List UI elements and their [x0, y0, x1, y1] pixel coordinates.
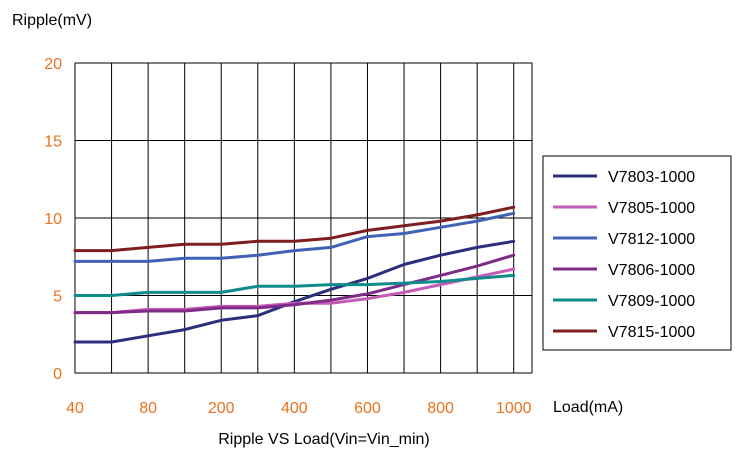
series-line-V7815-1000 [73, 205, 516, 253]
x-axis-label: Load(mA) [553, 399, 623, 416]
series-line-V7806-1000 [73, 253, 516, 315]
legend-box [542, 155, 732, 351]
x-tick-label: 600 [354, 400, 381, 417]
x-tick-label: 1000 [496, 400, 532, 417]
legend-label: V7803-1000 [608, 169, 695, 186]
chart-caption: Ripple VS Load(Vin=Vin_min) [218, 431, 430, 448]
legend-label: V7812-1000 [608, 231, 695, 248]
series-layer [73, 205, 516, 344]
x-tick-labels: 40 80 200 400 600 800 1000 [66, 400, 532, 417]
y-tick-label: 20 [44, 56, 62, 73]
y-axis-label: Ripple(mV) [12, 12, 92, 29]
plot-area-border [74, 62, 533, 374]
legend-label: V7806-1000 [608, 262, 695, 279]
x-tick-label: 80 [139, 400, 157, 417]
series-line-V7812-1000 [73, 211, 516, 263]
series-line-V7803-1000 [73, 239, 516, 344]
x-tick-label: 400 [281, 400, 308, 417]
x-tick-label: 200 [208, 400, 235, 417]
legend-label: V7815-1000 [608, 324, 695, 341]
legend: V7803-1000 V7805-1000 V7812-1000 V7806-1000… [542, 155, 732, 351]
x-tick-label: 40 [66, 400, 84, 417]
y-tick-label: 10 [44, 211, 62, 228]
y-tick-label: 15 [44, 134, 62, 151]
y-tick-label: 0 [53, 366, 62, 383]
legend-label: V7805-1000 [608, 200, 695, 217]
x-tick-label: 800 [427, 400, 454, 417]
y-tick-label: 5 [53, 289, 62, 306]
y-tick-labels: 0 5 10 15 20 [44, 56, 62, 383]
legend-label: V7809-1000 [608, 293, 695, 310]
series-line-V7809-1000 [73, 273, 516, 297]
